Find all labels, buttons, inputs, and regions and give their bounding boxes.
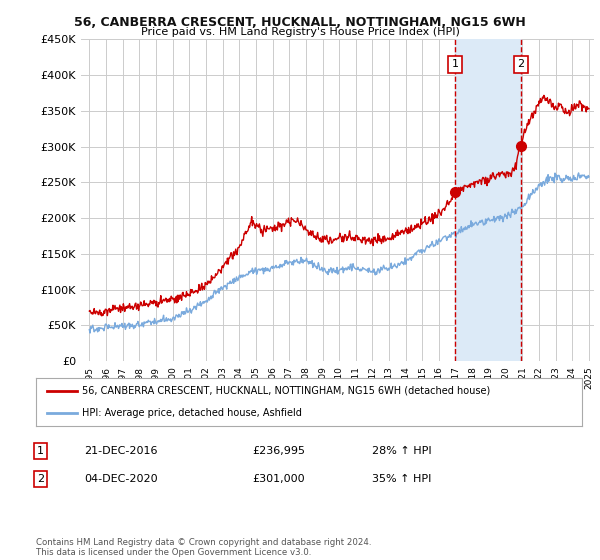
Text: 2: 2 xyxy=(37,474,44,484)
Bar xyxy=(455,39,521,361)
Text: 56, CANBERRA CRESCENT, HUCKNALL, NOTTINGHAM, NG15 6WH: 56, CANBERRA CRESCENT, HUCKNALL, NOTTING… xyxy=(74,16,526,29)
Text: £236,995: £236,995 xyxy=(252,446,305,456)
Text: HPI: Average price, detached house, Ashfield: HPI: Average price, detached house, Ashf… xyxy=(82,408,302,418)
Text: 1: 1 xyxy=(452,59,459,69)
Text: £301,000: £301,000 xyxy=(252,474,305,484)
Text: Contains HM Land Registry data © Crown copyright and database right 2024.
This d: Contains HM Land Registry data © Crown c… xyxy=(36,538,371,557)
Text: 21-DEC-2016: 21-DEC-2016 xyxy=(84,446,157,456)
Text: 35% ↑ HPI: 35% ↑ HPI xyxy=(372,474,431,484)
Text: Price paid vs. HM Land Registry's House Price Index (HPI): Price paid vs. HM Land Registry's House … xyxy=(140,27,460,37)
Text: 04-DEC-2020: 04-DEC-2020 xyxy=(84,474,158,484)
Text: 1: 1 xyxy=(37,446,44,456)
Text: 2: 2 xyxy=(517,59,524,69)
Text: 56, CANBERRA CRESCENT, HUCKNALL, NOTTINGHAM, NG15 6WH (detached house): 56, CANBERRA CRESCENT, HUCKNALL, NOTTING… xyxy=(82,386,491,396)
Text: 28% ↑ HPI: 28% ↑ HPI xyxy=(372,446,431,456)
